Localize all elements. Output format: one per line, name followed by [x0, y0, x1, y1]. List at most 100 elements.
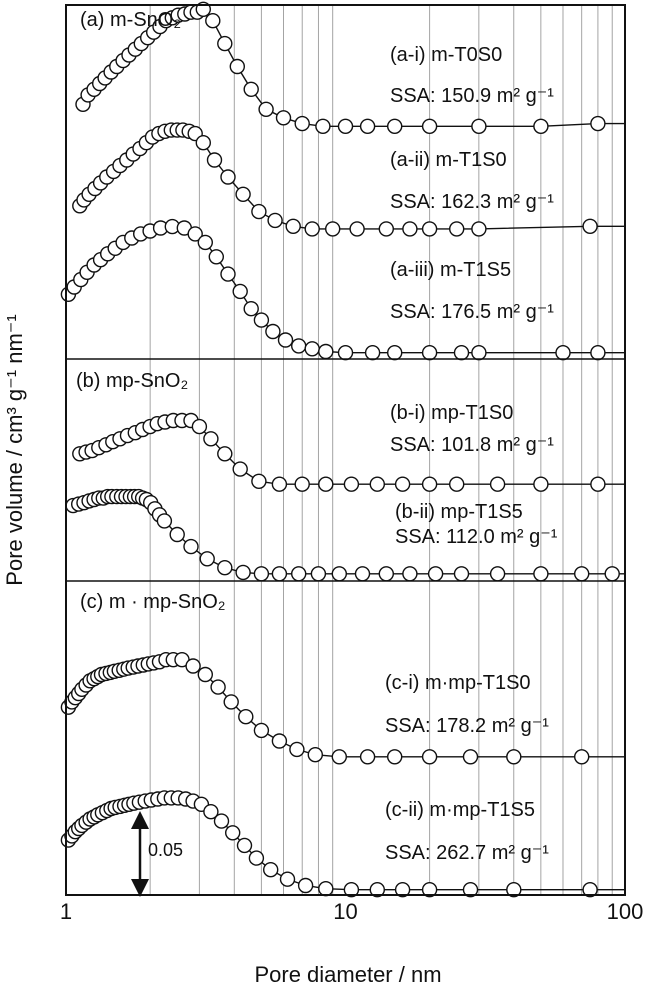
data-point-b-2-32	[378, 566, 394, 582]
series-name-c-1: (c-i) m·mp-T1S0	[385, 672, 531, 694]
data-point-c-1-40	[574, 749, 590, 765]
x-tick-label-10: 10	[333, 899, 357, 924]
data-point-b-2-24	[217, 560, 233, 576]
y-axis-label: Pore volume / cm³ g⁻¹ nm⁻¹	[2, 314, 27, 585]
data-point-c-1-39	[506, 749, 522, 765]
data-point-b-2-39	[604, 566, 620, 582]
data-point-c-2-29	[224, 825, 241, 841]
data-point-a-2-21	[206, 152, 223, 168]
data-point-a-1-25	[258, 101, 274, 118]
data-point-a-2-32	[421, 221, 438, 237]
data-point-c-1-33	[307, 747, 323, 763]
data-point-c-2-41	[506, 882, 522, 898]
series-ssa-a-2: SSA: 162.3 m² g⁻¹	[390, 191, 554, 213]
series-ssa-b-1: SSA: 101.8 m² g⁻¹	[390, 434, 554, 456]
data-point-c-2-40	[462, 882, 479, 898]
data-point-a-2-35	[582, 218, 598, 235]
data-point-b-1-29	[489, 476, 506, 492]
data-point-c-1-28	[223, 694, 239, 710]
data-point-c-2-28	[213, 813, 230, 829]
panel-title-c: (c) m · mp-SnO₂	[80, 591, 226, 613]
data-point-c-2-35	[318, 881, 334, 897]
data-point-b-2-26	[253, 566, 270, 582]
data-point-a-3-27	[337, 345, 354, 361]
series-ssa-a-1: SSA: 150.9 m² g⁻¹	[390, 85, 554, 107]
data-point-a-3-32	[471, 345, 487, 361]
x-ticks: 1 10 100	[60, 899, 643, 924]
data-point-a-1-30	[359, 118, 376, 135]
data-point-a-3-16	[197, 234, 214, 251]
data-point-b-1-27	[421, 476, 438, 492]
data-point-a-1-28	[315, 118, 331, 135]
data-point-a-3-26	[318, 343, 334, 360]
data-point-c-2-39	[421, 882, 438, 898]
data-point-c-1-32	[289, 741, 305, 758]
series-ssa-c-1: SSA: 178.2 m² g⁻¹	[385, 715, 549, 737]
data-point-a-2-33	[449, 221, 465, 237]
series-name-b-1: (b-i) mp-T1S0	[390, 402, 513, 424]
data-point-a-1-33	[471, 118, 487, 135]
data-point-c-1-34	[331, 749, 347, 765]
panel-labels: (a) m-SnO₂ (a-i) m-T0S0 SSA: 150.9 m² g⁻¹ (…	[76, 9, 558, 864]
data-point-a-1-29	[337, 118, 354, 135]
data-point-c-1-31	[271, 733, 288, 749]
data-point-a-3-17	[208, 249, 225, 265]
data-point-c-2-38	[394, 882, 411, 898]
data-point-a-3-24	[291, 338, 307, 354]
data-point-a-2-24	[251, 203, 267, 220]
data-point-b-2-36	[489, 566, 506, 582]
data-point-b-1-28	[449, 476, 465, 492]
data-point-c-1-29	[238, 709, 254, 725]
data-point-b-1-20	[251, 473, 267, 489]
data-point-b-1-16	[191, 418, 208, 435]
data-point-c-1-27	[210, 679, 226, 695]
data-point-b-2-38	[574, 566, 590, 582]
data-point-a-3-19	[232, 283, 248, 300]
data-point-b-2-21	[169, 526, 185, 543]
data-point-a-1-23	[229, 58, 246, 75]
data-point-b-2-23	[199, 551, 215, 567]
data-point-c-2-34	[297, 877, 314, 894]
data-point-a-1-24	[243, 81, 259, 98]
data-point-c-1-38	[462, 749, 479, 765]
data-point-b-2-30	[331, 566, 347, 582]
scale-bar: 0.05	[131, 811, 183, 897]
data-point-a-3-20	[243, 301, 259, 317]
data-point-b-2-33	[402, 566, 418, 582]
data-point-a-1-26	[275, 110, 292, 126]
data-point-c-1-30	[253, 722, 270, 739]
data-point-a-2-25	[267, 212, 283, 229]
data-point-b-1-21	[271, 476, 288, 492]
series-name-b-2: (b-ii) mp-T1S5	[395, 501, 523, 523]
series-name-c-2: (c-ii) m·mp-T1S5	[385, 799, 535, 821]
data-point-a-1-32	[421, 118, 438, 135]
data-point-c-2-31	[248, 850, 265, 866]
data-point-b-2-25	[235, 564, 251, 581]
data-point-a-3-31	[453, 345, 470, 361]
panel-title-a: (a) m-SnO₂	[80, 9, 181, 31]
data-point-a-3-33	[555, 345, 571, 361]
data-point-a-2-30	[378, 221, 394, 237]
data-point-c-2-42	[582, 882, 598, 898]
data-point-b-2-22	[183, 538, 199, 555]
data-point-b-1-24	[343, 476, 360, 492]
data-point-a-2-27	[304, 221, 320, 237]
series-ssa-a-3: SSA: 176.5 m² g⁻¹	[390, 301, 554, 323]
data-point-b-2-35	[453, 566, 470, 582]
data-point-a-3-15	[187, 226, 203, 242]
data-point-c-1-35	[359, 749, 376, 765]
data-point-c-2-33	[279, 871, 296, 887]
data-point-b-2-29	[310, 566, 327, 582]
data-point-a-3-34	[590, 345, 606, 361]
data-point-c-1-37	[421, 749, 438, 765]
data-point-b-2-20	[156, 513, 173, 529]
data-point-a-1-27	[294, 115, 310, 132]
data-point-a-2-20	[195, 134, 212, 151]
minor-gridlines	[149, 5, 613, 895]
data-point-a-3-30	[421, 345, 438, 361]
data-point-b-1-30	[533, 476, 549, 492]
data-point-a-1-22	[217, 35, 233, 52]
data-point-a-1-21	[205, 13, 221, 29]
data-point-b-2-27	[271, 566, 288, 582]
